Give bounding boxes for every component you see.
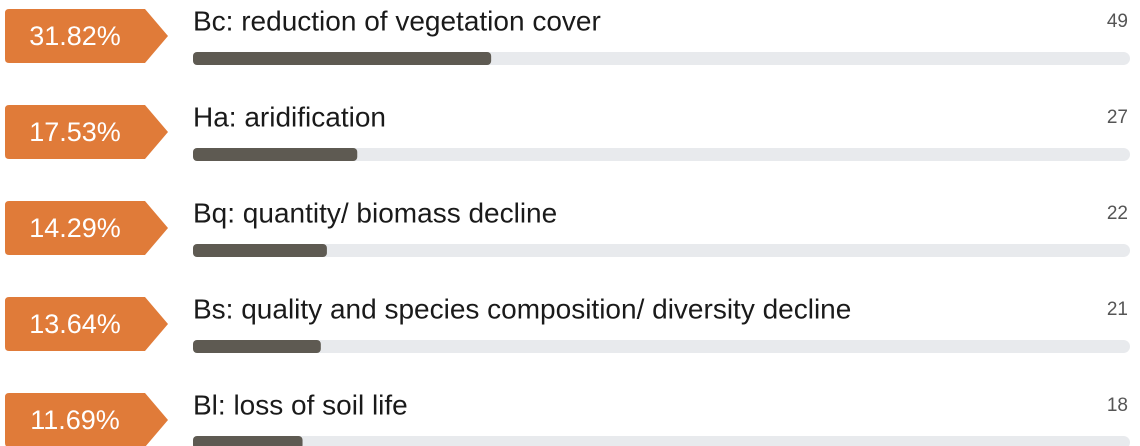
percent-badge	[5, 297, 168, 351]
count-label: 49	[1107, 11, 1128, 32]
percent-label: 14.29%	[29, 213, 121, 243]
percent-badge	[5, 9, 168, 63]
count-label: 22	[1107, 203, 1128, 224]
category-label: Bl: loss of soil life	[193, 389, 408, 420]
bar	[193, 148, 358, 161]
percent-label: 31.82%	[29, 21, 121, 51]
bar	[193, 52, 492, 65]
percent-badge	[5, 393, 168, 446]
bar-track	[193, 148, 1130, 161]
bar-track	[193, 436, 1130, 446]
category-label: Bq: quantity/ biomass decline	[193, 197, 557, 228]
count-label: 18	[1107, 395, 1128, 416]
count-label: 27	[1107, 107, 1128, 128]
bar-track	[193, 244, 1130, 257]
percent-badge	[5, 105, 168, 159]
percent-label: 11.69%	[30, 405, 120, 435]
bar	[193, 436, 303, 446]
bar-track	[193, 340, 1130, 353]
percent-label: 17.53%	[29, 117, 121, 147]
percent-label: 13.64%	[29, 309, 121, 339]
bar	[193, 340, 321, 353]
percent-badge	[5, 201, 168, 255]
category-label: Bc: reduction of vegetation cover	[193, 5, 601, 36]
count-label: 21	[1107, 299, 1128, 320]
category-label: Bs: quality and species composition/ div…	[193, 293, 851, 324]
bar	[193, 244, 327, 257]
category-label: Ha: aridification	[193, 101, 386, 132]
